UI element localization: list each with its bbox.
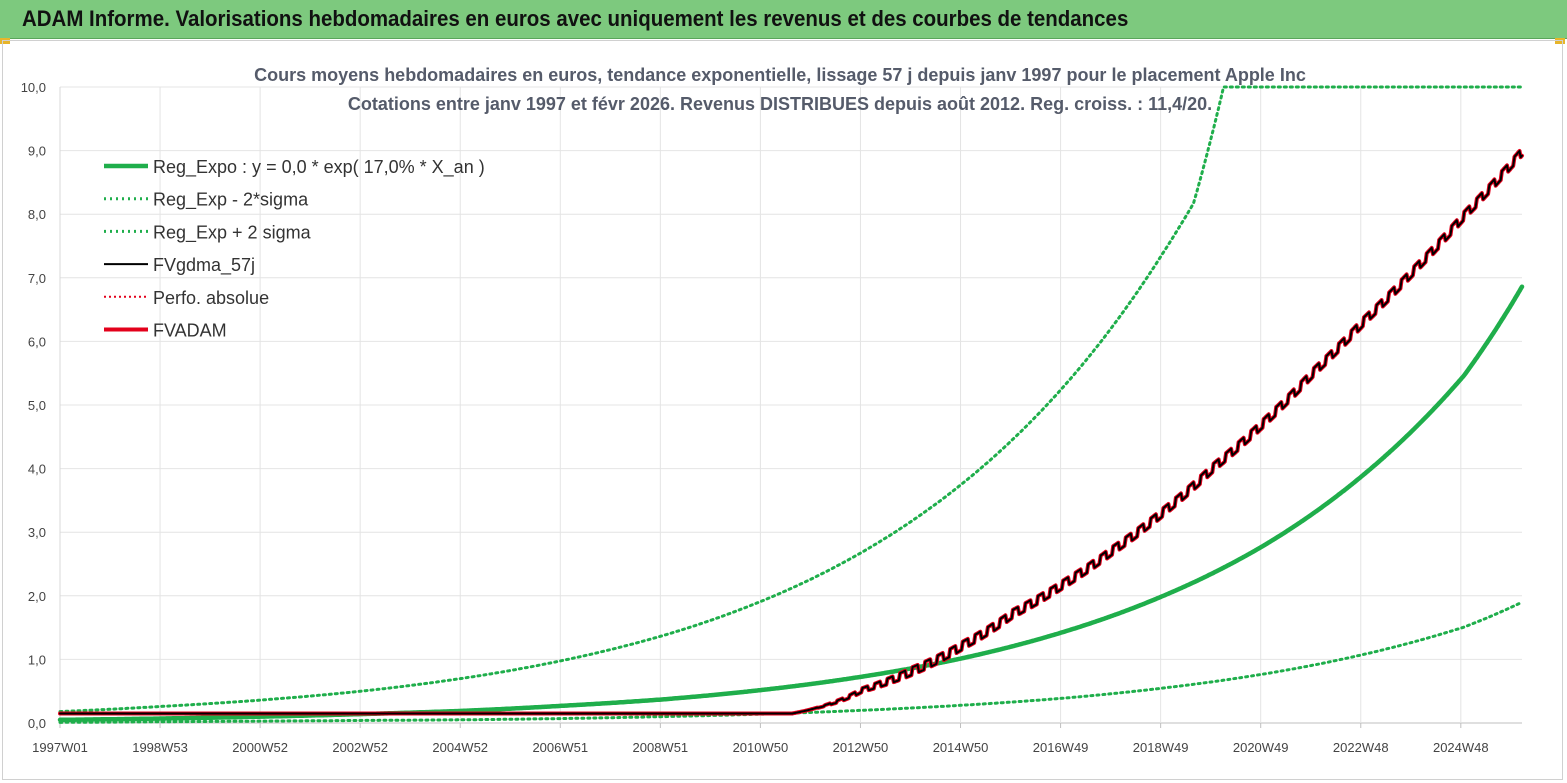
x-tick-label: 2018W49 <box>1133 740 1189 755</box>
y-tick-label: 5,0 <box>28 398 46 413</box>
y-tick-label: 7,0 <box>28 271 46 286</box>
legend-label: Reg_Exp - 2*sigma <box>153 190 309 211</box>
chart-frame <box>2 40 1563 780</box>
y-tick-label: 4,0 <box>28 462 46 477</box>
x-tick-label: 2022W48 <box>1333 740 1389 755</box>
x-tick-label: 2002W52 <box>332 740 388 755</box>
x-tick-label: 2024W48 <box>1433 740 1489 755</box>
y-tick-label: 2,0 <box>28 589 46 604</box>
grid-lines <box>59 86 1522 728</box>
x-tick-label: 2014W50 <box>933 740 989 755</box>
x-tick-label: 1997W01 <box>32 740 88 755</box>
x-tick-label: 2008W51 <box>633 740 689 755</box>
legend-label: FVgdma_57j <box>153 255 255 276</box>
chart-title-line-2: Cotations entre janv 1997 et févr 2026. … <box>348 94 1212 114</box>
x-tick-label: 2020W49 <box>1233 740 1289 755</box>
y-tick-label: 9,0 <box>28 144 46 159</box>
series-line-fvgdma-57j <box>59 150 1523 715</box>
y-tick-label: 10,0 <box>21 80 46 95</box>
series-line-reg-exp-2-sigma <box>58 85 1524 714</box>
page-title: ADAM Informe. Valorisations hebdomadaire… <box>22 6 1129 31</box>
x-tick-label: 1998W53 <box>132 740 188 755</box>
series-line-reg-expo-y-0-0-exp-17-0-x-an <box>57 284 1525 723</box>
corner-marker-left <box>0 38 10 44</box>
y-axis-ticks: 0,0 1,0 2,0 3,0 4,0 5,0 6,0 7,0 8,0 9,0 10,0 <box>21 80 46 731</box>
legend-label: Perfo. absolue <box>153 288 269 308</box>
legend: Reg_Expo : y = 0,0 * exp( 17,0% * X_an )… <box>104 157 485 341</box>
series-lines <box>57 85 1525 724</box>
x-tick-label: 2000W52 <box>232 740 288 755</box>
header-bar: ADAM Informe. Valorisations hebdomadaire… <box>0 0 1567 39</box>
x-tick-label: 2010W50 <box>733 740 789 755</box>
series-line-reg-exp-2-sigma <box>58 600 1524 724</box>
y-tick-label: 1,0 <box>28 652 46 667</box>
x-tick-label: 2016W49 <box>1033 740 1089 755</box>
y-tick-label: 6,0 <box>28 334 46 349</box>
x-axis-ticks: 1997W01 1998W53 2000W52 2002W52 2004W52 2006W… <box>32 740 1488 755</box>
legend-label: FVADAM <box>153 321 227 341</box>
x-tick-label: 2004W52 <box>432 740 488 755</box>
y-tick-label: 3,0 <box>28 525 46 540</box>
y-tick-label: 0,0 <box>28 716 46 731</box>
legend-label: Reg_Expo : y = 0,0 * exp( 17,0% * X_an ) <box>153 157 485 178</box>
chart-title-line-1: Cours moyens hebdomadaires en euros, ten… <box>254 65 1306 85</box>
legend-label: Reg_Exp + 2 sigma <box>153 222 312 243</box>
y-tick-label: 8,0 <box>28 207 46 222</box>
x-tick-label: 2012W50 <box>833 740 889 755</box>
corner-marker-right <box>1555 38 1565 44</box>
x-tick-label: 2006W51 <box>532 740 588 755</box>
